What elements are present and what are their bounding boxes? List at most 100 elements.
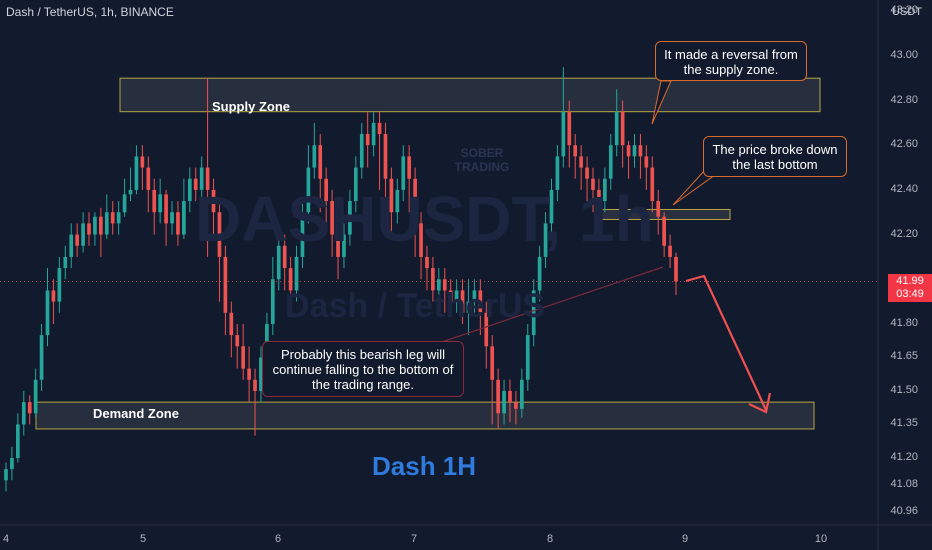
candle-body <box>336 234 340 257</box>
candle-body <box>217 212 222 257</box>
candle-body <box>247 368 251 380</box>
candle-body <box>93 216 97 235</box>
candle-body <box>235 335 240 347</box>
candle-body <box>39 335 44 380</box>
time-tick: 9 <box>681 533 689 545</box>
candle-body <box>502 390 506 414</box>
candle-body <box>282 245 287 269</box>
candle-body <box>644 156 649 168</box>
candle-body <box>99 216 103 235</box>
watermark-brand: SOBER TRADING <box>454 146 510 174</box>
candle-body <box>620 111 625 146</box>
candle-body <box>140 156 145 168</box>
price-tick: 41.50 <box>890 383 918 396</box>
candle-body <box>324 178 329 202</box>
candle-body <box>164 194 168 224</box>
watermark-ticker: DASHUSDT, 1h <box>195 183 654 255</box>
price-tick: 41.08 <box>890 477 918 490</box>
candle-body <box>87 223 91 235</box>
candle-body <box>543 223 548 257</box>
candle-body <box>425 256 429 269</box>
candle-body <box>110 212 115 224</box>
candle-body <box>525 335 530 380</box>
candle-body <box>573 145 578 157</box>
candle-body <box>158 194 162 213</box>
candle-body <box>454 290 459 302</box>
price-tick: 41.80 <box>890 316 918 329</box>
candle-body <box>365 134 370 146</box>
candle-body <box>229 312 234 336</box>
candle-body <box>170 212 174 224</box>
candle-body <box>300 212 305 257</box>
demand-zone-box <box>35 401 815 430</box>
time-tick: 4 <box>2 533 10 545</box>
candle-body <box>431 268 435 291</box>
candle-body <box>81 223 85 246</box>
candle-body <box>276 245 281 280</box>
candle-body <box>585 167 589 179</box>
candle-body <box>176 212 180 235</box>
candle-body <box>259 357 263 391</box>
last-price-tag: 41.99 03:49 <box>888 274 932 302</box>
price-tick: 43.00 <box>890 48 918 61</box>
price-tick: 41.65 <box>890 350 918 363</box>
price-tick: 42.40 <box>890 182 918 195</box>
candle-body <box>419 223 423 257</box>
candle-body <box>484 312 489 347</box>
candle-body <box>555 156 560 190</box>
bearish-leg-callout: Probably this bearish leg will continue … <box>262 341 464 397</box>
candle-body <box>69 234 74 257</box>
symbol-info[interactable]: Dash / TetherUS, 1h, BINANCE <box>6 5 174 19</box>
candle-body <box>51 290 56 302</box>
candle-body <box>383 134 388 179</box>
candle-body <box>152 189 157 213</box>
candle-body <box>466 301 471 313</box>
candle-body <box>597 189 601 202</box>
candle-body <box>318 145 323 179</box>
candle-body <box>330 201 334 235</box>
chart-title: Dash 1H <box>372 451 477 481</box>
reversal-callout: It made a reversal from the supply zone. <box>655 41 807 81</box>
candle-body <box>199 167 204 190</box>
candle-body <box>104 212 109 235</box>
candle-body <box>460 290 465 313</box>
candle-body <box>395 189 400 213</box>
candle-body <box>10 457 14 470</box>
candle-body <box>591 178 595 190</box>
price-tick: 43.20 <box>890 4 918 17</box>
candle-body <box>448 290 453 302</box>
candle-body <box>359 134 364 168</box>
candle-body <box>626 145 631 157</box>
currency-label: USDT <box>892 6 922 18</box>
candle-body <box>567 111 572 146</box>
candle-body <box>33 379 38 414</box>
candle-body <box>211 189 216 213</box>
candle-body <box>116 212 121 224</box>
candle-body <box>205 167 210 190</box>
last-price: 41.99 <box>896 275 924 287</box>
price-tick: 42.20 <box>890 227 918 240</box>
candle-body <box>312 145 317 168</box>
price-tick: 42.80 <box>890 93 918 106</box>
candle-body <box>674 256 678 282</box>
candle-body <box>128 189 133 195</box>
candle-body <box>603 178 607 202</box>
time-tick: 7 <box>410 533 418 545</box>
candle-body <box>348 201 352 235</box>
candle-body <box>4 469 8 481</box>
projection-arrowhead <box>748 392 772 414</box>
candle-body <box>472 290 477 302</box>
time-tick: 5 <box>139 533 147 545</box>
candle-body <box>134 156 139 190</box>
candle-body <box>650 167 655 202</box>
candle-body <box>27 402 32 414</box>
candle-body <box>342 234 346 257</box>
candle-body <box>638 145 643 157</box>
candle-body <box>407 156 412 179</box>
candle-body <box>514 402 518 409</box>
candle-body <box>253 379 257 391</box>
watermark-name: Dash / TetherUS <box>285 287 546 325</box>
candle-body <box>377 122 382 135</box>
